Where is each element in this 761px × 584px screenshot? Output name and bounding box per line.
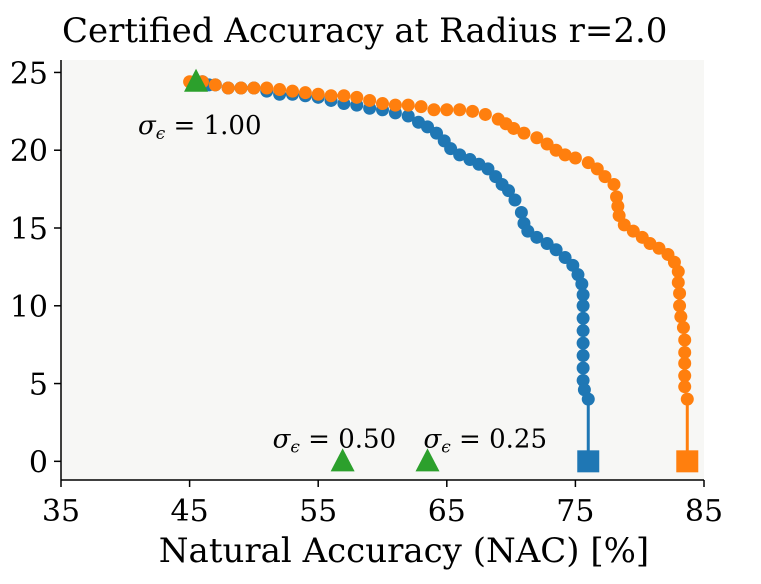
series-1-point-47	[671, 265, 685, 279]
sigma-marker-layer: σϵ = 1.00 σϵ = 0.50 σϵ = 0.25	[138, 68, 548, 472]
series-1-point-31	[558, 148, 572, 162]
plot-area	[61, 60, 704, 480]
y-tick-label-1: 5	[29, 368, 48, 403]
y-tick-label-0: 0	[29, 445, 48, 480]
x-tick-label-2: 55	[299, 494, 337, 529]
series-layer	[183, 75, 699, 473]
series-1-point-2	[208, 78, 222, 92]
series-1-point-9	[298, 86, 312, 100]
series-0-point-35	[530, 230, 544, 244]
series-1-point-57	[678, 380, 692, 394]
series-0-point-47	[576, 349, 590, 363]
series-1-point-14	[363, 93, 377, 107]
series-1-point-15	[376, 97, 389, 111]
series-1-endpoint-square	[676, 450, 699, 473]
sigma-marker-2	[415, 448, 440, 472]
series-1-point-7	[273, 83, 287, 97]
series-1-point-12	[337, 89, 351, 103]
series-1-point-17	[401, 98, 415, 112]
series-1-point-49	[673, 286, 687, 300]
series-1-point-6	[260, 81, 274, 95]
series-1-point-13	[350, 90, 364, 104]
series-0-point-31	[508, 193, 522, 207]
sigma-marker-0	[184, 68, 209, 92]
series-1-point-11	[324, 89, 338, 103]
series-1-point-53	[678, 333, 692, 347]
series-0-point-37	[549, 243, 563, 257]
series-1-point-27	[517, 126, 531, 140]
axes-layer: 35 45 55 65 75 85 0 5 10 15 20 25	[10, 56, 723, 529]
series-1-point-19	[427, 103, 441, 117]
series-1-point-16	[388, 98, 402, 112]
y-tick-label-3: 15	[10, 212, 48, 247]
series-1-point-10	[311, 87, 325, 101]
series-0-point-48	[576, 361, 590, 375]
series-1-point-55	[678, 356, 692, 370]
series-1-point-3	[221, 81, 235, 95]
x-tick-label-1: 45	[171, 494, 209, 529]
series-0-point-45	[576, 324, 590, 338]
series-0-point-46	[576, 336, 590, 350]
series-0-point-51	[581, 392, 595, 406]
series-1-point-50	[673, 299, 687, 313]
series-1-point-52	[676, 321, 690, 335]
y-tick-label-2: 10	[10, 290, 48, 325]
series-1-point-48	[671, 275, 685, 289]
series-0-endpoint-square	[577, 450, 600, 473]
series-0-point-24	[453, 148, 467, 162]
series-1-point-35	[598, 170, 612, 184]
series-0-point-30	[502, 184, 516, 198]
series-0-point-42	[576, 288, 590, 302]
sigma-marker-1	[330, 448, 355, 472]
series-1-point-28	[530, 131, 544, 145]
sigma-label-0: σϵ = 1.00	[138, 111, 262, 144]
series-1-point-58	[680, 392, 694, 406]
series-1-point-22	[466, 104, 480, 118]
series-1-point-32	[568, 151, 582, 165]
series-1-point-4	[234, 81, 248, 95]
series-1-point-8	[285, 84, 299, 98]
series-1	[183, 75, 699, 473]
series-1-point-26	[507, 121, 521, 135]
y-tick-label-4: 20	[10, 134, 48, 169]
series-1-point-36	[607, 177, 621, 191]
x-tick-label-3: 65	[428, 494, 466, 529]
series-1-point-5	[247, 81, 261, 95]
series-1-point-20	[440, 103, 454, 117]
series-0-point-18	[401, 109, 415, 123]
x-tick-label-5: 85	[685, 494, 723, 529]
x-tick-label-4: 75	[556, 494, 594, 529]
series-0-point-43	[576, 299, 590, 313]
chart-title: Certified Accuracy at Radius r=2.0	[62, 11, 667, 51]
series-0-point-32	[514, 205, 528, 219]
x-tick-label-0: 35	[42, 494, 80, 529]
sigma-label-2: σϵ = 0.25	[424, 424, 548, 457]
series-1-point-51	[674, 310, 688, 324]
series-1-point-21	[453, 103, 467, 117]
series-1-point-56	[678, 369, 692, 383]
series-0-point-41	[575, 277, 589, 291]
series-1-point-54	[678, 345, 692, 359]
sigma-label-1: σϵ = 0.50	[273, 424, 397, 457]
series-1-point-18	[414, 100, 428, 114]
series-1-point-23	[478, 107, 492, 121]
series-0-point-44	[576, 311, 590, 325]
y-tick-label-5: 25	[10, 56, 48, 91]
x-axis-label: Natural Accuracy (NAC) [%]	[159, 531, 649, 571]
